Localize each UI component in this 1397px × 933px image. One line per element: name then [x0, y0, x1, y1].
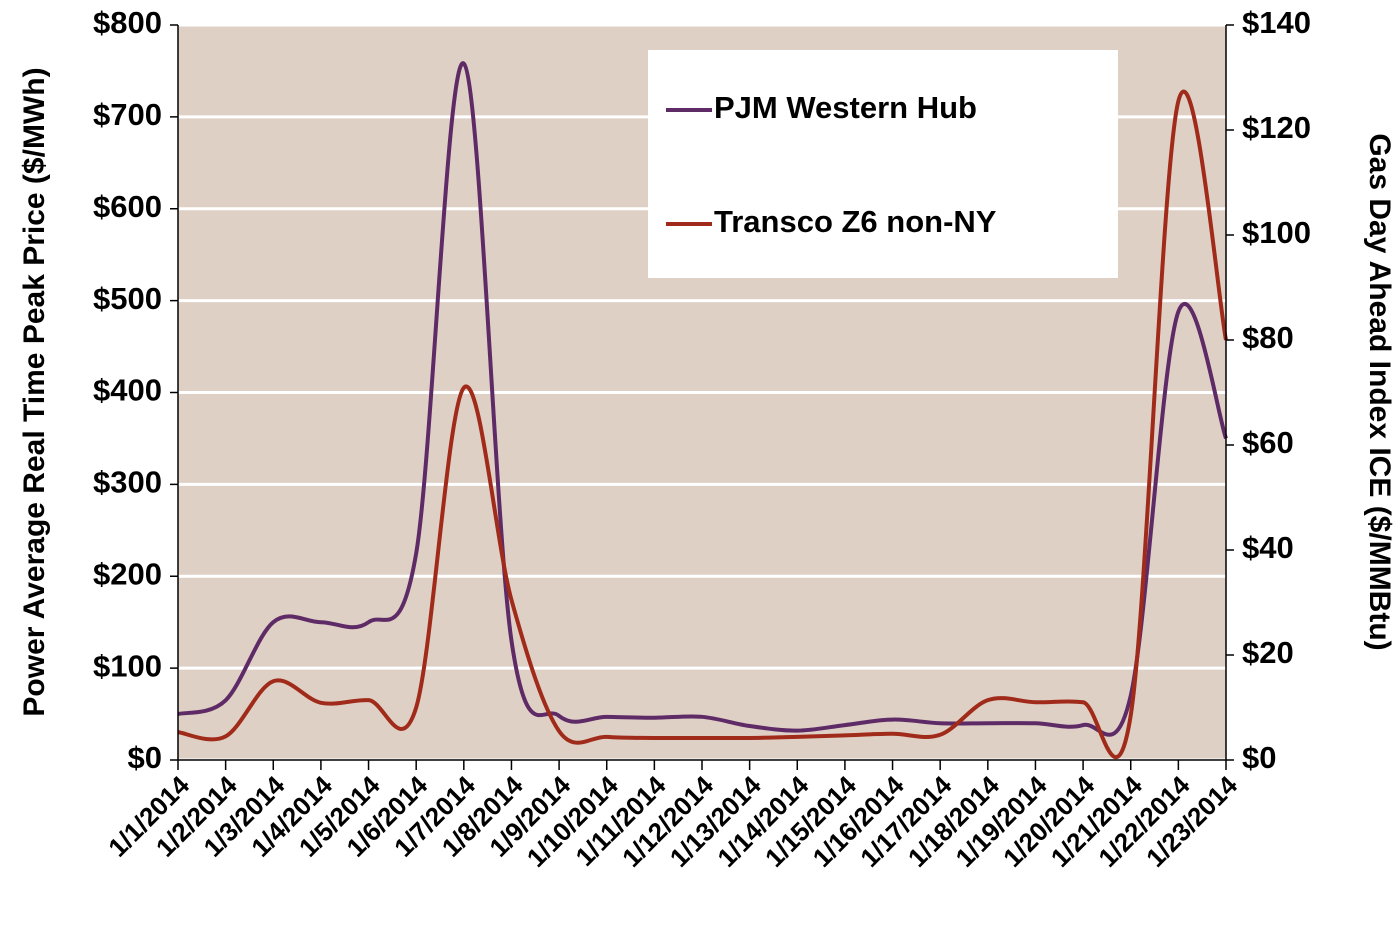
- y2-tick-label: $0: [1242, 740, 1276, 775]
- y-tick-label: $700: [93, 97, 162, 132]
- legend-label: Transco Z6 non-NY: [714, 204, 997, 239]
- y-tick-label: $500: [93, 281, 162, 316]
- y-tick-label: $800: [93, 5, 162, 40]
- y2-tick-label: $40: [1242, 530, 1294, 565]
- legend-label: PJM Western Hub: [714, 90, 977, 125]
- series-line: [177, 89, 1228, 760]
- y2-tick-label: $60: [1242, 425, 1294, 460]
- y-tick-label: $0: [128, 740, 162, 775]
- y-tick-label: $400: [93, 373, 162, 408]
- y2-tick-label: $120: [1242, 110, 1311, 145]
- y-tick-label: $200: [93, 556, 162, 591]
- y-tick-label: $300: [93, 465, 162, 500]
- legend-box: [648, 50, 1118, 278]
- y2-tick-label: $80: [1242, 320, 1294, 355]
- y2-tick-label: $140: [1242, 5, 1311, 40]
- y2-axis-title: Gas Day Ahead Index ICE ($/MMBtu): [1363, 133, 1396, 650]
- y-tick-label: $600: [93, 189, 162, 224]
- y-tick-label: $100: [93, 648, 162, 683]
- y-axis-title: Power Average Real Time Peak Price ($/MW…: [18, 67, 51, 716]
- y2-tick-label: $20: [1242, 635, 1294, 670]
- y2-tick-label: $100: [1242, 215, 1311, 250]
